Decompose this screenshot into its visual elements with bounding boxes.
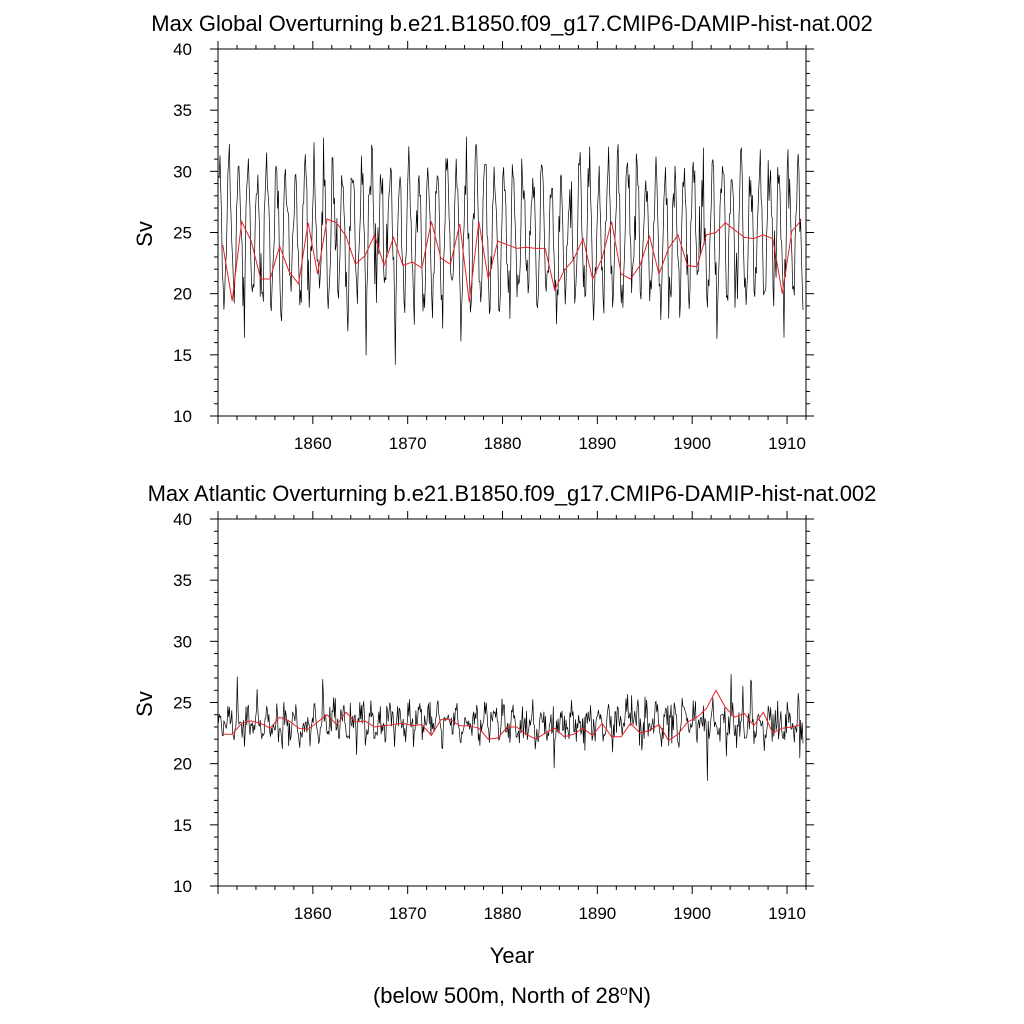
atlantic-y-axis-label: Sv [132,691,157,717]
footnote-suffix: N) [628,983,651,1008]
atlantic-y-tick-label: 25 [173,694,192,713]
global-y-tick-label: 15 [173,346,192,365]
atlantic-x-tick-label: 1870 [389,904,427,923]
footnote-degree: o [620,982,628,998]
atlantic-y-tick-label: 15 [173,816,192,835]
footnote-prefix: (below 500m, North of 28 [373,983,620,1008]
atlantic-x-tick-label: 1890 [578,904,616,923]
global-y-tick-label: 30 [173,162,192,181]
global-plot-area: 1860 1870 1880 1890 1900 1910 10 15 20 25 30 35 40 [173,40,814,453]
atlantic-x-tick-label: 1860 [294,904,332,923]
atlantic-y-tick-label: 35 [173,571,192,590]
atlantic-y-tick-label: 20 [173,755,192,774]
global-overturning-panel: Max Global Overturning b.e21.B1850.f09_g… [132,11,873,453]
global-y-tick-label: 35 [173,101,192,120]
global-chart-title: Max Global Overturning b.e21.B1850.f09_g… [151,11,873,36]
global-y-tick-label: 40 [173,40,192,59]
atlantic-y-tick-label: 40 [173,510,192,529]
atlantic-plot-frame [217,518,807,887]
global-x-tick-label: 1890 [578,434,616,453]
global-x-tick-label: 1870 [389,434,427,453]
global-x-tick-label: 1880 [484,434,522,453]
atlantic-overturning-panel: Max Atlantic Overturning b.e21.B1850.f09… [132,481,876,968]
atlantic-monthly-series-line [218,674,804,781]
atlantic-x-tick-label: 1880 [484,904,522,923]
atlantic-y-tick-label: 10 [173,877,192,896]
atlantic-plot-area: 1860 1870 1880 1890 1900 1910 10 15 20 25 30 35 40 [173,510,814,923]
global-x-tick-label: 1900 [673,434,711,453]
global-monthly-series-line [218,136,804,365]
atlantic-y-tick-label: 30 [173,632,192,651]
global-x-tick-label: 1910 [768,434,806,453]
global-y-tick-label: 20 [173,285,192,304]
atlantic-chart-title: Max Atlantic Overturning b.e21.B1850.f09… [148,481,877,506]
global-annual-mean-line [222,218,802,303]
global-y-tick-label: 25 [173,224,192,243]
x-axis-label: Year [490,943,534,968]
atlantic-annual-mean-line [222,689,802,742]
atlantic-x-tick-label: 1900 [673,904,711,923]
global-y-tick-label: 10 [173,407,192,426]
global-x-tick-label: 1860 [294,434,332,453]
footnote: (below 500m, North of 28oN) [373,982,651,1008]
atlantic-x-tick-label: 1910 [768,904,806,923]
global-y-axis-label: Sv [132,221,157,247]
